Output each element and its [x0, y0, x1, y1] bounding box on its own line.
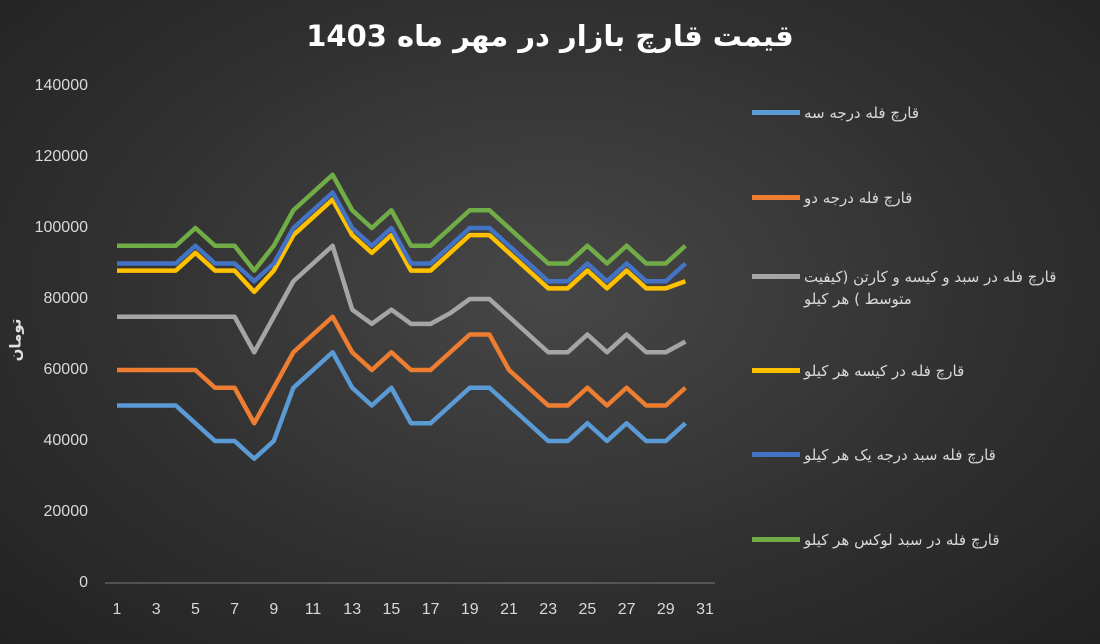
- x-tick-label: 31: [696, 601, 714, 618]
- y-axis-label: تومان: [7, 319, 25, 362]
- series-line: [117, 314, 687, 426]
- legend-label: قارچ فله درجه دو: [804, 189, 913, 207]
- y-tick-label: 100000: [35, 219, 88, 236]
- y-tick-label: 120000: [35, 148, 88, 165]
- x-tick-label: 17: [422, 601, 440, 618]
- series-line: [117, 243, 687, 355]
- legend-swatch: [752, 274, 800, 279]
- y-tick-label: 20000: [44, 503, 89, 520]
- y-tick-label: 140000: [35, 77, 88, 94]
- y-tick-label: 40000: [44, 432, 89, 449]
- series-line: [117, 190, 687, 284]
- series-line: [117, 172, 687, 273]
- x-tick-label: 3: [152, 601, 161, 618]
- legend-item: قارچ فله درجه دو: [752, 187, 1084, 209]
- legend-swatch: [752, 195, 800, 200]
- y-tick-label: 60000: [44, 361, 89, 378]
- x-tick-label: 25: [579, 601, 597, 618]
- legend-item: قارچ فله در کیسه هر کیلو: [752, 360, 1084, 382]
- legend-swatch: [752, 368, 800, 373]
- x-tick-label: 11: [305, 601, 322, 618]
- x-tick-label: 5: [191, 601, 200, 618]
- x-tick-label: 15: [383, 601, 401, 618]
- x-tick-label: 9: [269, 601, 278, 618]
- legend-swatch: [752, 452, 800, 457]
- legend-swatch: [752, 110, 800, 115]
- x-tick-label: 21: [500, 601, 518, 618]
- legend-label: قارچ فله سبد درجه یک هر کیلو: [804, 446, 996, 464]
- series-line: [117, 350, 687, 461]
- legend-label: قارچ فله در سبد لوکس هر کیلو: [804, 531, 1000, 549]
- legend-item: قارچ فله سبد درجه یک هر کیلو: [752, 444, 1084, 466]
- legend-swatch: [752, 537, 800, 542]
- x-tick-label: 23: [539, 601, 557, 618]
- y-tick-label: 0: [79, 574, 88, 591]
- legend-label: قارچ فله در سبد و کیسه و کارتن (کیفیت مت…: [804, 268, 1057, 308]
- x-tick-label: 13: [343, 601, 361, 618]
- x-tick-label: 29: [657, 601, 675, 618]
- legend-item: قارچ فله در سبد و کیسه و کارتن (کیفیت مت…: [752, 266, 1084, 310]
- x-tick-label: 27: [618, 601, 636, 618]
- x-tick-label: 1: [113, 601, 122, 618]
- legend-label: قارچ فله در کیسه هر کیلو: [804, 362, 965, 380]
- x-tick-label: 19: [461, 601, 479, 618]
- legend-label: قارچ فله درجه سه: [804, 104, 919, 122]
- x-tick-label: 7: [230, 601, 239, 618]
- y-tick-label: 80000: [44, 290, 89, 307]
- chart-title: قیمت قارچ بازار در مهر ماه 1403: [306, 19, 794, 53]
- legend-item: قارچ فله درجه سه: [752, 102, 1084, 124]
- legend-item: قارچ فله در سبد لوکس هر کیلو: [752, 529, 1084, 551]
- series-line: [117, 197, 687, 295]
